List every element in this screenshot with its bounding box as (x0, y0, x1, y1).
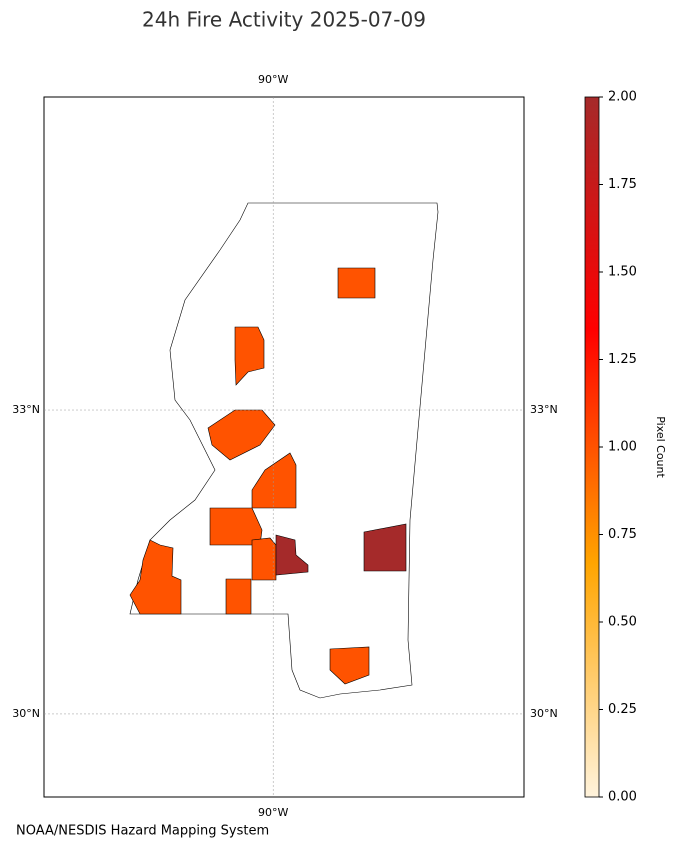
fire-county (275, 534, 309, 576)
colorbar-tick-label: 0.00 (608, 790, 637, 805)
map-title: 24h Fire Activity 2025-07-09 (142, 8, 426, 32)
colorbar (584, 96, 600, 798)
colorbar-tick-label: 1.00 (608, 440, 637, 455)
fire-county (337, 267, 376, 299)
state-outline (129, 202, 439, 699)
fire-county (363, 523, 407, 572)
fire-county (225, 578, 252, 615)
colorbar-tick-label: 0.50 (608, 615, 637, 630)
colorbar-tick-label: 1.25 (608, 352, 637, 367)
fire-county (251, 537, 277, 581)
lon-label: 90°W (258, 806, 288, 819)
lat-label: 30°N (12, 707, 40, 720)
map-frame (43, 96, 525, 798)
fire-county (329, 646, 370, 685)
fire-county (234, 326, 265, 386)
fire-county (207, 409, 276, 461)
lat-label: 33°N (12, 403, 40, 416)
lat-label: 30°N (530, 707, 558, 720)
colorbar-tick-label: 1.50 (608, 265, 637, 280)
colorbar-tick-label: 0.75 (608, 527, 637, 542)
fire-county (129, 539, 182, 615)
colorbar-tick-label: 0.25 (608, 702, 637, 717)
lon-label: 90°W (258, 73, 288, 86)
colorbar-label: Pixel Count (654, 416, 667, 478)
colorbar-tick-label: 2.00 (608, 90, 637, 105)
colorbar-tick-label: 1.75 (608, 177, 637, 192)
lat-label: 33°N (530, 403, 558, 416)
fire-county (209, 507, 263, 546)
credit: NOAA/NESDIS Hazard Mapping System (16, 824, 269, 839)
